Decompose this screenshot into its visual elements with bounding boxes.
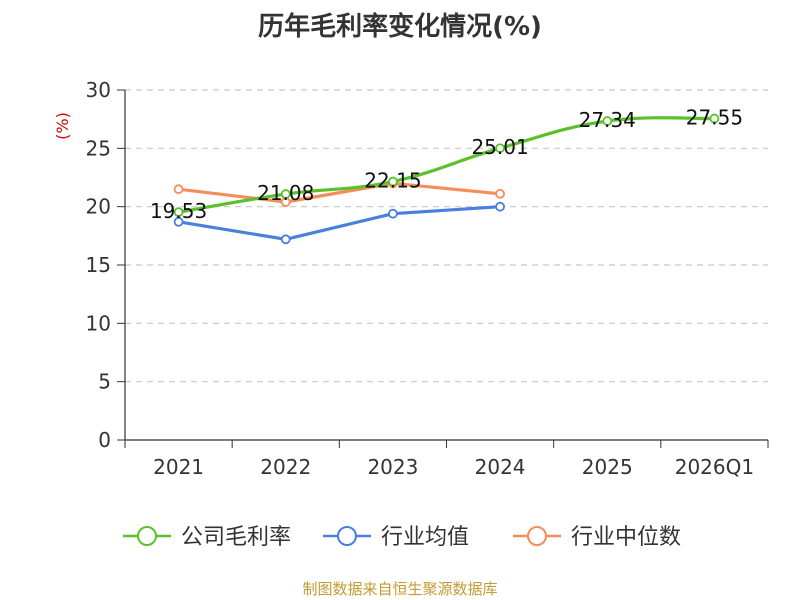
y-tick-label: 0 <box>98 428 111 452</box>
data-point <box>709 113 720 124</box>
y-tick-label: 20 <box>86 195 111 219</box>
y-tick-label: 5 <box>98 370 111 394</box>
x-tick-label: 2026Q1 <box>675 455 754 479</box>
data-point <box>280 234 291 245</box>
series <box>173 113 720 245</box>
y-tick-label: 25 <box>86 136 111 160</box>
data-point <box>173 216 184 227</box>
data-point <box>495 143 505 154</box>
data-point <box>495 188 505 199</box>
legend-label: 行业中位数 <box>571 525 681 550</box>
x-tick-label: 2024 <box>475 455 526 479</box>
x-tick-label: 2023 <box>367 455 418 479</box>
legend-marker <box>527 526 547 546</box>
data-label: 27.34 <box>579 108 636 132</box>
data-point <box>280 189 291 199</box>
legend-marker <box>137 526 157 546</box>
data-point <box>173 207 184 218</box>
y-tick-label: 10 <box>86 311 111 335</box>
legend-item: 行业均值 <box>323 525 469 550</box>
series-0 <box>173 113 720 218</box>
data-label: 21.08 <box>257 181 314 205</box>
data-point <box>388 176 398 187</box>
grid-lines <box>125 89 768 383</box>
x-tick-label: 2021 <box>153 455 204 479</box>
x-tick-label: 2022 <box>260 455 311 479</box>
data-point <box>173 184 184 195</box>
series-line <box>178 205 501 241</box>
series-line <box>178 116 715 214</box>
legend-item: 公司毛利率 <box>123 525 291 550</box>
y-tick-label: 30 <box>86 78 111 102</box>
data-labels: 19.53 21.08 22.15 25.01 27.34 27.55 <box>150 106 743 224</box>
data-label: 25.01 <box>471 135 528 159</box>
data-point <box>388 208 398 219</box>
data-label: 22.15 <box>364 169 421 193</box>
data-point <box>602 116 613 126</box>
legend-label: 公司毛利率 <box>181 525 291 550</box>
legend-label: 行业均值 <box>381 525 469 550</box>
series-1 <box>173 201 505 245</box>
data-label: 27.55 <box>686 106 743 130</box>
source-note: 制图数据来自恒生聚源数据库 <box>302 580 498 598</box>
legend: 公司毛利率 行业均值 行业中位数 <box>123 525 681 550</box>
y-axis-unit-label: (%) <box>53 112 72 140</box>
series-line <box>178 181 501 204</box>
chart-title: 历年毛利率变化情况(%) <box>258 12 542 42</box>
legend-marker <box>337 526 357 546</box>
series-2 <box>173 178 505 207</box>
y-tick-label: 15 <box>86 253 111 277</box>
legend-item: 行业中位数 <box>513 525 681 550</box>
x-tick-label: 2025 <box>582 455 633 479</box>
data-label: 19.53 <box>150 199 207 223</box>
data-point <box>495 201 505 212</box>
